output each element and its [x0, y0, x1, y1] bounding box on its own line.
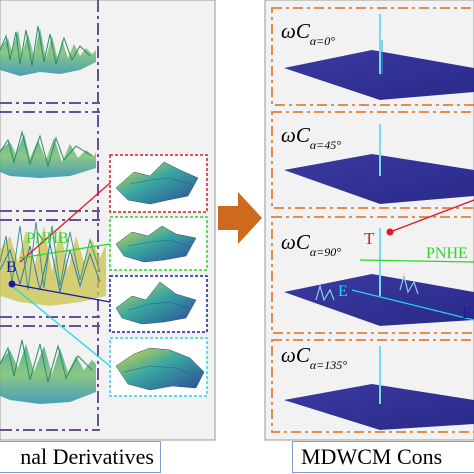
plane-45: [284, 124, 474, 204]
left-connectors: [11, 182, 111, 367]
right-caption-box: MDWCM Cons: [292, 441, 474, 473]
surface-cyan: [115, 347, 205, 391]
panel-title-45: ωCα=45°: [281, 123, 341, 152]
b-point-marker: [8, 280, 16, 288]
right-caption: MDWCM Cons: [301, 444, 443, 469]
right-connectors: [351, 199, 474, 321]
waveform-0: [0, 25, 96, 76]
e-right-label: E: [338, 283, 348, 300]
plane-90: [284, 228, 474, 326]
surface-green: [115, 225, 197, 263]
right-dividers: [271, 7, 474, 433]
pnhb-right-label: PNHE: [426, 245, 468, 262]
waveform-1: [0, 130, 96, 178]
plane-0: [284, 14, 474, 100]
left-caption-box: nal Derivatives: [0, 441, 161, 473]
plane-135: [284, 346, 474, 430]
flow-arrow: [218, 192, 262, 244]
waveform-3: [0, 339, 96, 404]
left-caption: nal Derivatives: [20, 444, 154, 469]
panel-title-90: ωCα=90°: [281, 230, 341, 259]
pnhb-left-label: PNHB: [26, 230, 69, 247]
panel-title-0: ωCα=0°: [281, 19, 335, 48]
left-dividers: [0, 0, 100, 431]
surface-blue: [115, 281, 197, 325]
t-point-marker: [386, 228, 394, 236]
panel-title-135: ωCα=135°: [281, 343, 347, 372]
t-right-label: T: [364, 229, 375, 248]
e-right-edge-label: E: [462, 305, 472, 322]
surface-red: [115, 161, 199, 205]
b-left-label: B: [6, 259, 17, 276]
